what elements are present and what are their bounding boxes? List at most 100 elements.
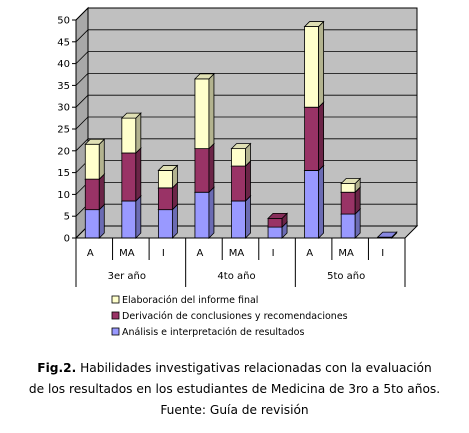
bar-side (98, 203, 105, 239)
x-category-label: MA (229, 248, 245, 259)
x-category-label: A (87, 248, 94, 259)
bar-top (157, 165, 179, 171)
caption-line-2: de los resultados en los estudiantes de … (28, 382, 441, 396)
bar-front (194, 191, 210, 239)
bar-front (267, 226, 283, 239)
bar-segment (230, 160, 252, 202)
bar-front (121, 117, 137, 154)
x-axis: A MA I A MA I A MA I 3er año 4to año 5to año (75, 237, 406, 287)
bar-segment (340, 186, 362, 215)
bar-side (208, 142, 215, 194)
legend-label: Elaboración del informe final (122, 295, 258, 306)
legend: Elaboración del informe final Derivación … (111, 295, 348, 338)
bar-top (84, 138, 106, 145)
bar-segment (157, 164, 179, 189)
y-tick-label: 5 (64, 212, 70, 223)
bars (84, 20, 398, 239)
bar-top (340, 178, 362, 184)
bar-front (121, 152, 137, 202)
bar-top (193, 73, 215, 80)
bar-front (340, 191, 356, 215)
x-group-label: 4to año (217, 271, 255, 282)
bar-segment (340, 177, 362, 194)
bar-side (318, 101, 325, 172)
y-tick-label: 10 (57, 190, 70, 201)
bar-front (194, 148, 210, 193)
bar-front (340, 213, 356, 239)
x-category-label: MA (338, 248, 354, 259)
y-tick-label: 40 (57, 59, 70, 70)
x-category-label: I (381, 248, 384, 259)
y-axis: 0 5 10 15 20 25 30 35 40 45 50 (57, 16, 77, 245)
bar-side (98, 138, 105, 181)
caption-source: Fuente: Guía de revisión (160, 403, 309, 417)
bar-segment (120, 194, 142, 239)
bar-side (245, 160, 251, 202)
legend-label: Análisis e interpretación de resultados (122, 327, 304, 338)
x-category-label: A (306, 248, 313, 259)
bar-front (304, 170, 320, 239)
bar-front (121, 200, 137, 239)
bar-front (84, 209, 100, 239)
bar-front (84, 143, 100, 180)
bar-side (135, 194, 142, 239)
legend-swatch (111, 295, 120, 304)
figure-label: Fig.2. (37, 361, 77, 375)
bar-segment (303, 101, 325, 172)
bar-side (135, 112, 142, 154)
y-tick-label: 25 (57, 125, 70, 136)
legend-swatch (111, 327, 120, 336)
bar-front (231, 200, 246, 239)
bar-top (376, 231, 398, 238)
caption-title: Habilidades investigativas relacionadas … (76, 361, 432, 375)
stacked-bar-chart: 0 5 10 15 20 25 30 35 40 45 50 A MA I A MA I A MA I 3er año… (57, 6, 419, 338)
bar-front (304, 106, 320, 171)
bar-top (230, 143, 252, 150)
bar-front (304, 26, 320, 108)
bar-side (318, 20, 325, 109)
bar-side (208, 72, 215, 150)
y-tick-label: 30 (57, 103, 70, 114)
y-tick-label: 0 (64, 234, 70, 245)
bar-front (231, 165, 246, 202)
caption-line-1: Fig.2. Habilidades investigativas relaci… (0, 358, 469, 379)
y-tick-label: 35 (57, 81, 70, 92)
bar-side (171, 203, 178, 239)
x-category-label: I (272, 248, 275, 259)
bar-side (98, 173, 105, 211)
bar-top (267, 212, 289, 219)
bar-segment (193, 142, 215, 194)
bar-side (318, 164, 325, 239)
bar-front (157, 209, 173, 239)
bar-top (303, 21, 325, 27)
x-group-label: 5to año (327, 271, 365, 282)
y-tick-label: 50 (57, 16, 70, 27)
y-tick-label: 20 (57, 146, 70, 157)
bar-front (340, 183, 356, 193)
bar-segment (303, 164, 325, 239)
bar-front (231, 148, 246, 167)
bar-segment (84, 138, 106, 181)
bar-segment (303, 20, 325, 109)
gridline (75, 7, 417, 21)
bar-segment (230, 194, 252, 239)
bar-front (267, 217, 283, 228)
bar-front (157, 170, 173, 189)
bar-segment (230, 142, 252, 168)
bar-segment (193, 186, 215, 239)
bar-side (208, 186, 215, 239)
bar-front (194, 78, 210, 150)
figure-caption: Fig.2. Habilidades investigativas relaci… (0, 358, 469, 421)
legend-label: Derivación de conclusiones y recomendaci… (122, 311, 348, 322)
bar-top (120, 112, 142, 119)
bar-side (135, 147, 142, 202)
bar-segment (193, 72, 215, 150)
x-group-label: 3er año (108, 271, 146, 282)
y-tick-label: 45 (57, 37, 70, 48)
bar-side (245, 194, 251, 239)
bar-front (157, 187, 173, 211)
x-category-label: MA (119, 248, 135, 259)
y-tick-label: 15 (57, 168, 70, 179)
legend-swatch (111, 311, 120, 320)
x-category-label: I (162, 248, 165, 259)
